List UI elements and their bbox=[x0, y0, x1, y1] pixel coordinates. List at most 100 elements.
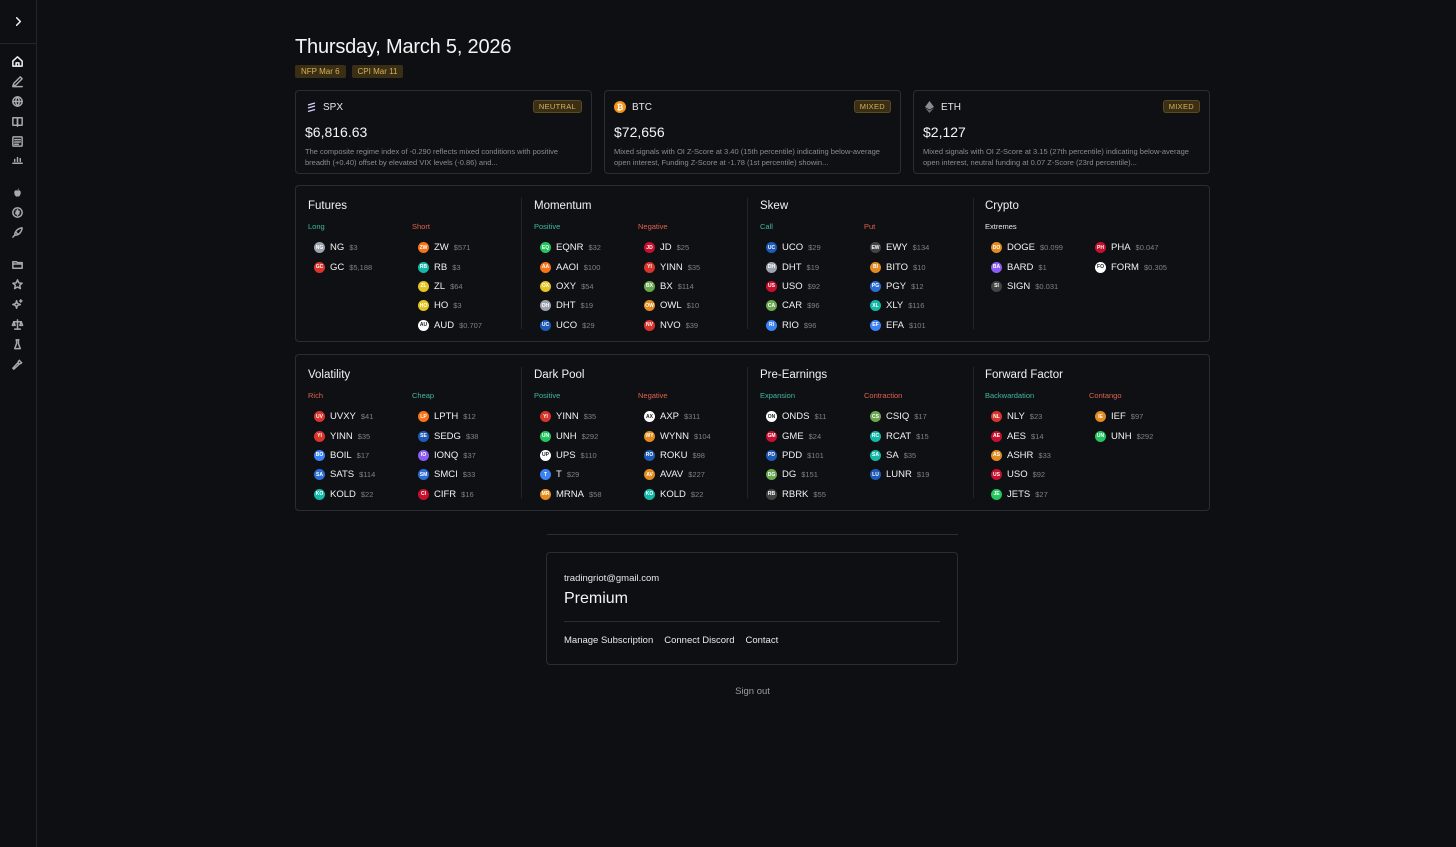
ticker-row-rb[interactable]: RB RB $3 bbox=[412, 257, 482, 276]
ticker-row-nly[interactable]: NL NLY $23 bbox=[985, 407, 1051, 426]
ticker-row-avav[interactable]: AV AVAV $227 bbox=[638, 465, 711, 484]
folder-icon[interactable] bbox=[10, 257, 24, 271]
ticker-symbol: GC bbox=[330, 261, 345, 273]
ticker-symbol: CAR bbox=[782, 300, 803, 312]
ticker-row-yinn[interactable]: YI YINN $35 bbox=[534, 407, 602, 426]
regime-card-spx[interactable]: SPX NEUTRAL $6,816.63 The composite regi… bbox=[295, 90, 592, 174]
ticker-row-wynn[interactable]: WY WYNN $104 bbox=[638, 426, 711, 445]
newspaper-icon[interactable] bbox=[10, 134, 24, 148]
ticker-row-kold[interactable]: KO KOLD $22 bbox=[308, 485, 375, 504]
ticker-row-roku[interactable]: RO ROKU $98 bbox=[638, 446, 711, 465]
wrench-icon[interactable] bbox=[10, 357, 24, 371]
ticker-row-ho[interactable]: HO HO $3 bbox=[412, 296, 482, 315]
ticker-symbol: AVAV bbox=[660, 469, 684, 481]
ticker-row-xly[interactable]: XL XLY $116 bbox=[864, 296, 929, 315]
ticker-row-axp[interactable]: AX AXP $311 bbox=[638, 407, 711, 426]
chevron-right-icon[interactable] bbox=[11, 15, 25, 29]
ticker-row-zw[interactable]: ZW ZW $571 bbox=[412, 238, 482, 257]
chart-bars-icon[interactable] bbox=[10, 152, 24, 166]
ticker-row-aud[interactable]: AU AUD $0.707 bbox=[412, 316, 482, 335]
apple-icon[interactable] bbox=[10, 185, 24, 199]
event-tag-cpi[interactable]: CPI Mar 11 bbox=[351, 65, 404, 78]
home-icon[interactable] bbox=[10, 54, 24, 68]
ticker-row-uvxy[interactable]: UV UVXY $41 bbox=[308, 407, 375, 426]
ticker-row-uco[interactable]: UC UCO $29 bbox=[760, 238, 821, 257]
star-icon[interactable] bbox=[10, 277, 24, 291]
ticker-row-owl[interactable]: OW OWL $10 bbox=[638, 296, 700, 315]
ticker-row-unh[interactable]: UN UNH $292 bbox=[1089, 426, 1153, 445]
ticker-row-boil[interactable]: BO BOIL $17 bbox=[308, 446, 375, 465]
ticker-row-gc[interactable]: GC GC $5,188 bbox=[308, 257, 372, 276]
connect-discord-link[interactable]: Connect Discord bbox=[664, 635, 735, 646]
ticker-row-t[interactable]: T T $29 bbox=[534, 465, 602, 484]
ticker-row-efa[interactable]: EF EFA $101 bbox=[864, 316, 929, 335]
regime-card-btc[interactable]: ₿ BTC MIXED $72,656 Mixed signals with O… bbox=[604, 90, 901, 174]
ticker-row-uso[interactable]: US USO $92 bbox=[985, 465, 1051, 484]
event-tag-nfp[interactable]: NFP Mar 6 bbox=[295, 65, 346, 78]
ticker-row-aes[interactable]: AE AES $14 bbox=[985, 426, 1051, 445]
ticker-row-lunr[interactable]: LU LUNR $19 bbox=[864, 465, 929, 484]
ticker-row-ief[interactable]: IE IEF $97 bbox=[1089, 407, 1153, 426]
ticker-row-dht[interactable]: DH DHT $19 bbox=[534, 296, 601, 315]
ticker-row-pdd[interactable]: PD PDD $101 bbox=[760, 446, 826, 465]
mrna-logo-icon: MR bbox=[540, 488, 551, 500]
account-plan: Premium bbox=[564, 590, 629, 607]
sparkles-icon[interactable] bbox=[10, 297, 24, 311]
ticker-row-yinn[interactable]: YI YINN $35 bbox=[638, 257, 700, 276]
ticker-row-ng[interactable]: NG NG $3 bbox=[308, 238, 372, 257]
book-icon[interactable] bbox=[10, 114, 24, 128]
pencil-icon[interactable] bbox=[10, 74, 24, 88]
ticker-row-cifr[interactable]: CI CIFR $16 bbox=[412, 485, 478, 504]
ticker-row-rcat[interactable]: RC RCAT $15 bbox=[864, 426, 929, 445]
ticker-row-ashr[interactable]: AS ASHR $33 bbox=[985, 446, 1051, 465]
ticker-row-smci[interactable]: SM SMCI $33 bbox=[412, 465, 478, 484]
column-label: Negative bbox=[638, 391, 668, 400]
ticker-row-bard[interactable]: BA BARD $1 bbox=[985, 257, 1063, 276]
ticker-row-ionq[interactable]: IO IONQ $37 bbox=[412, 446, 478, 465]
manage-subscription-link[interactable]: Manage Subscription bbox=[564, 635, 654, 646]
contact-link[interactable]: Contact bbox=[745, 635, 779, 646]
ticker-row-kold[interactable]: KO KOLD $22 bbox=[638, 485, 711, 504]
ticker-row-gme[interactable]: GM GME $24 bbox=[760, 426, 826, 445]
ticker-row-ewy[interactable]: EW EWY $134 bbox=[864, 238, 929, 257]
ticker-row-csiq[interactable]: CS CSIQ $17 bbox=[864, 407, 929, 426]
ticker-row-pha[interactable]: PH PHA $0.047 bbox=[1089, 238, 1167, 257]
ticker-row-rio[interactable]: RI RIO $96 bbox=[760, 316, 821, 335]
ticker-row-doge[interactable]: DO DOGE $0.099 bbox=[985, 238, 1063, 257]
flask-icon[interactable] bbox=[10, 337, 24, 351]
ticker-row-rbrk[interactable]: RB RBRK $55 bbox=[760, 485, 826, 504]
ticker-row-uso[interactable]: US USO $92 bbox=[760, 277, 821, 296]
ticker-row-yinn[interactable]: YI YINN $35 bbox=[308, 426, 375, 445]
ticker-symbol: RBRK bbox=[782, 488, 809, 500]
ticker-row-car[interactable]: CA CAR $96 bbox=[760, 296, 821, 315]
ticker-row-dht[interactable]: DH DHT $19 bbox=[760, 257, 821, 276]
ticker-row-sign[interactable]: SI SIGN $0.031 bbox=[985, 277, 1063, 296]
ticker-row-jd[interactable]: JD JD $25 bbox=[638, 238, 700, 257]
ticker-row-unh[interactable]: UN UNH $292 bbox=[534, 426, 602, 445]
coin-icon[interactable] bbox=[10, 205, 24, 219]
rocket-icon[interactable] bbox=[10, 225, 24, 239]
ticker-row-sedg[interactable]: SE SEDG $38 bbox=[412, 426, 478, 445]
ticker-row-bito[interactable]: BI BITO $10 bbox=[864, 257, 929, 276]
ticker-row-uco[interactable]: UC UCO $29 bbox=[534, 316, 601, 335]
ticker-row-mrna[interactable]: MR MRNA $58 bbox=[534, 485, 602, 504]
ticker-row-pgy[interactable]: PG PGY $12 bbox=[864, 277, 929, 296]
ticker-row-oxy[interactable]: OX OXY $54 bbox=[534, 277, 601, 296]
ticker-row-onds[interactable]: ON ONDS $11 bbox=[760, 407, 826, 426]
ticker-row-dg[interactable]: DG DG $151 bbox=[760, 465, 826, 484]
ticker-row-sa[interactable]: SA SA $35 bbox=[864, 446, 929, 465]
ticker-row-form[interactable]: FO FORM $0.305 bbox=[1089, 257, 1167, 276]
ticker-row-aaoi[interactable]: AA AAOI $100 bbox=[534, 257, 601, 276]
ticker-row-lpth[interactable]: LP LPTH $12 bbox=[412, 407, 478, 426]
ticker-row-ups[interactable]: UP UPS $110 bbox=[534, 446, 602, 465]
ticker-row-zl[interactable]: ZL ZL $64 bbox=[412, 277, 482, 296]
ticker-row-eqnr[interactable]: EQ EQNR $32 bbox=[534, 238, 601, 257]
ticker-row-sats[interactable]: SA SATS $114 bbox=[308, 465, 375, 484]
ticker-row-bx[interactable]: BX BX $114 bbox=[638, 277, 700, 296]
ticker-row-nvo[interactable]: NV NVO $39 bbox=[638, 316, 700, 335]
sign-out-button[interactable]: Sign out bbox=[735, 686, 770, 697]
globe-icon[interactable] bbox=[10, 94, 24, 108]
regime-card-eth[interactable]: ETH MIXED $2,127 Mixed signals with OI Z… bbox=[913, 90, 1210, 174]
scale-icon[interactable] bbox=[10, 317, 24, 331]
ticker-row-jets[interactable]: JE JETS $27 bbox=[985, 485, 1051, 504]
